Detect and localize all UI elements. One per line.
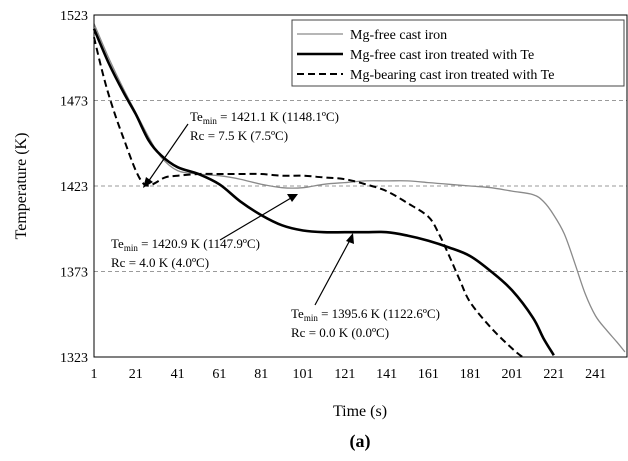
annotation-3-rc: Rc = 0.0 K (0.0ºC) bbox=[291, 325, 389, 340]
annotation-3-te-sub: min bbox=[304, 313, 319, 323]
y-tick-label-1373: 1373 bbox=[60, 266, 88, 281]
legend-box bbox=[291, 19, 625, 87]
annotation-1-temin: Temin = 1421.1 K (1148.1ºC) bbox=[190, 109, 339, 126]
annotation-3-te-value: = 1395.6 K (1122.6ºC) bbox=[318, 306, 440, 321]
series-line-mg-bearing-te bbox=[93, 36, 524, 358]
y-tick-labels: 1323 1373 1423 1473 1523 bbox=[60, 9, 88, 366]
series-line-mg-free bbox=[93, 23, 626, 353]
annotation-3: Temin = 1395.6 K (1122.6ºC) Rc = 0.0 K (… bbox=[291, 233, 440, 340]
y-tick-label-1423: 1423 bbox=[60, 180, 88, 195]
annotation-2-te-value: = 1420.9 K (1147.9ºC) bbox=[138, 236, 260, 251]
x-tick-label-101: 101 bbox=[293, 367, 314, 382]
x-tick-label-1: 1 bbox=[91, 367, 98, 382]
x-tick-label-81: 81 bbox=[254, 367, 268, 382]
annotation-1-te-value: = 1421.1 K (1148.1ºC) bbox=[217, 109, 339, 124]
annotation-2-arrowhead bbox=[287, 194, 298, 202]
x-tick-label-141: 141 bbox=[376, 367, 397, 382]
annotation-3-temin: Temin = 1395.6 K (1122.6ºC) bbox=[291, 306, 440, 323]
annotation-3-te: Te bbox=[291, 306, 304, 321]
x-tick-label-61: 61 bbox=[212, 367, 226, 382]
x-tick-label-201: 201 bbox=[502, 367, 523, 382]
x-tick-label-121: 121 bbox=[334, 367, 355, 382]
annotation-1-arrowhead bbox=[143, 177, 153, 188]
grid-lines bbox=[94, 100, 627, 272]
series-line-mg-free-te bbox=[92, 28, 555, 356]
annotation-2-rc: Rc = 4.0 K (4.0ºC) bbox=[111, 255, 209, 270]
x-tick-labels: 1 21 41 61 81 101 121 141 161 181 201 221 241 bbox=[91, 367, 607, 382]
plot-area-border bbox=[93, 14, 628, 358]
x-tick-label-241: 241 bbox=[585, 367, 606, 382]
x-tick-label-41: 41 bbox=[171, 367, 185, 382]
legend-entry-mg-bearing-te: Mg-bearing cast iron treated with Te bbox=[350, 68, 554, 83]
x-tick-label-221: 221 bbox=[543, 367, 564, 382]
x-tick-label-161: 161 bbox=[418, 367, 439, 382]
plot-series bbox=[92, 23, 626, 358]
annotation-1-rc: Rc = 7.5 K (7.5ºC) bbox=[190, 128, 288, 143]
annotation-2-te-sub: min bbox=[124, 243, 139, 253]
annotation-2-te: Te bbox=[111, 236, 124, 251]
y-axis-label: Temperature (K) bbox=[13, 133, 30, 240]
x-tick-label-21: 21 bbox=[129, 367, 143, 382]
x-axis-label: Time (s) bbox=[333, 403, 387, 420]
legend-entry-mg-free: Mg-free cast iron bbox=[350, 28, 447, 43]
annotation-1: Temin = 1421.1 K (1148.1ºC) Rc = 7.5 K (… bbox=[143, 109, 339, 188]
panel-label: (a) bbox=[350, 431, 371, 452]
annotation-2-temin: Temin = 1420.9 K (1147.9ºC) bbox=[111, 236, 260, 253]
annotation-1-te-sub: min bbox=[203, 116, 218, 126]
x-tick-label-181: 181 bbox=[460, 367, 481, 382]
annotation-1-arrow bbox=[147, 123, 189, 183]
annotation-3-arrow bbox=[314, 239, 351, 306]
y-tick-label-1323: 1323 bbox=[60, 351, 88, 366]
legend: Mg-free cast iron Mg-free cast iron trea… bbox=[291, 19, 625, 87]
annotation-2: Temin = 1420.9 K (1147.9ºC) Rc = 4.0 K (… bbox=[111, 194, 298, 270]
annotation-1-te: Te bbox=[190, 109, 203, 124]
annotation-3-arrowhead bbox=[346, 233, 354, 244]
y-tick-label-1473: 1473 bbox=[60, 95, 88, 110]
y-tick-label-1523: 1523 bbox=[60, 9, 88, 24]
legend-entry-mg-free-te: Mg-free cast iron treated with Te bbox=[350, 48, 534, 63]
annotation-2-arrow bbox=[219, 197, 292, 241]
